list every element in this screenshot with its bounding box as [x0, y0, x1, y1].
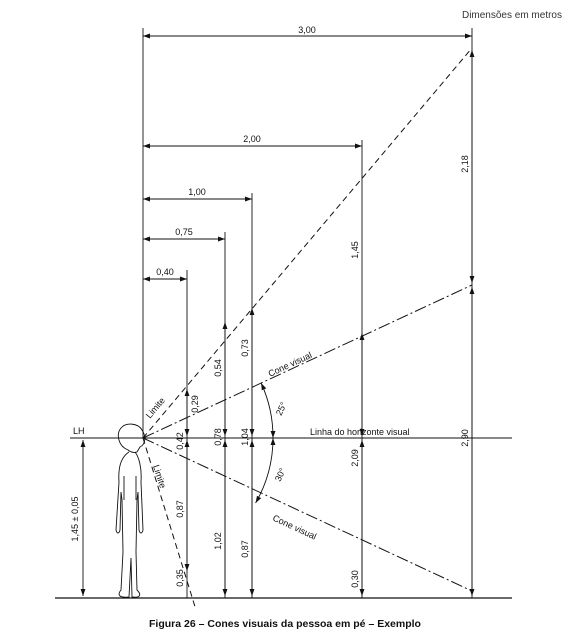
- vlabel-040-087: 0,87: [175, 500, 185, 518]
- vlabel-200-030: 0,30: [350, 570, 360, 588]
- person-head: [117, 423, 146, 453]
- vlabel-100-087: 0,87: [240, 540, 250, 558]
- units-note: Dimensões em metros: [462, 10, 562, 21]
- cone-visual-label-lower: Cone visual: [271, 513, 318, 542]
- lh-label: LH: [73, 426, 85, 436]
- vlabel-075-102: 1,02: [213, 532, 223, 550]
- vlabel-300-290: 2,90: [460, 429, 470, 447]
- vlabel-075-054: 0,54: [213, 359, 223, 377]
- limit-label-upper: Limite: [144, 395, 167, 420]
- vlabel-100-073: 0,73: [240, 339, 250, 357]
- vlabel-200-145: 1,45: [350, 241, 360, 259]
- vlabel-040-035: 0,35: [175, 569, 185, 587]
- lower-limit-line: [142, 437, 197, 611]
- eye-height-label: 1,45 ± 0,05: [70, 497, 80, 542]
- vlabel-040-029: 0,29: [190, 395, 200, 413]
- dim-label-040: 0,40: [156, 267, 174, 277]
- angle-label-lower: 30°: [273, 466, 288, 483]
- lower-visual-cone-line: [142, 437, 473, 592]
- dim-label-100: 1,00: [188, 187, 206, 197]
- person-silhouette: [115, 423, 146, 598]
- vlabel-075-078: 0,78: [213, 428, 223, 446]
- dim-label-075: 0,75: [175, 227, 193, 237]
- upper-visual-cone-line: [142, 284, 473, 439]
- figure-caption: Figura 26 – Cones visuais da pessoa em p…: [149, 618, 421, 630]
- horizon-label: Linha do horizonte visual: [310, 427, 410, 437]
- dim-label-200: 2,00: [243, 134, 261, 144]
- person-body: [115, 451, 144, 598]
- vlabel-300-218: 2,18: [460, 155, 470, 173]
- vlabel-200-209: 2,09: [350, 449, 360, 467]
- limit-label-lower: Limite: [151, 464, 168, 490]
- angle-label-upper: 25°: [274, 400, 289, 417]
- upper-limit-line: [142, 47, 473, 439]
- vlabel-040-042: 0,42: [175, 432, 185, 450]
- vlabel-100-104: 1,04: [240, 428, 250, 446]
- angle-arc-upper: [260, 382, 276, 439]
- angle-arc-lower: [255, 437, 276, 504]
- dim-label-300: 3,00: [298, 25, 316, 35]
- cone-visual-label-upper: Cone visual: [267, 350, 314, 379]
